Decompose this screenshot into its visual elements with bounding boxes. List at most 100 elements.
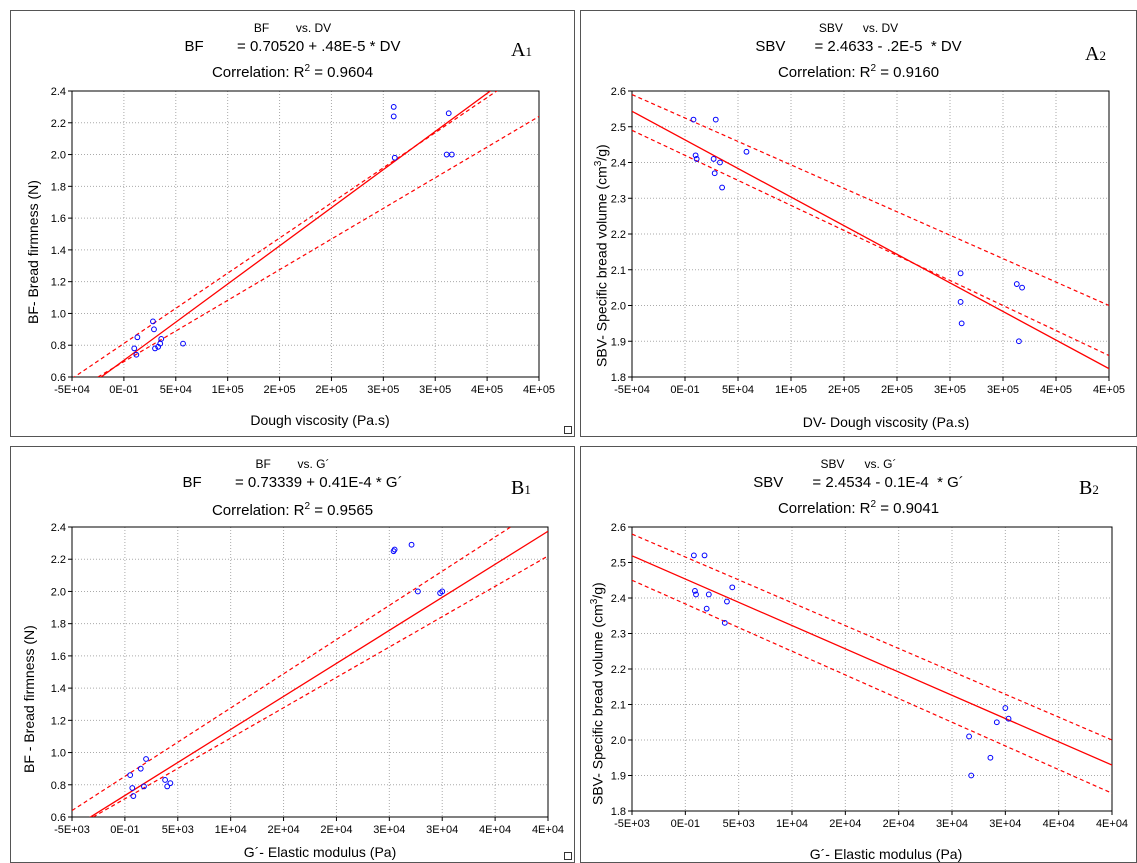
x-tick-label: 0E-01 (109, 384, 138, 396)
x-axis-label: Dough viscosity (Pa.s) (250, 412, 390, 428)
data-point (134, 334, 141, 341)
y-tick-label: 2.2 (611, 664, 626, 676)
data-point (150, 318, 156, 325)
data-point (968, 772, 975, 779)
confidence-band-lower (92, 555, 548, 817)
regression-equation: SBV = 2.4633 - .2E-5 * DV (755, 38, 962, 55)
data-point (391, 154, 398, 161)
x-tick-label: 3E+04 (936, 818, 968, 830)
y-tick-label: 2.2 (51, 554, 66, 566)
data-point (692, 152, 699, 159)
y-axis-label: BF - Bread firmness (N) (21, 625, 37, 773)
data-point (721, 619, 728, 626)
y-tick-label: 2.4 (51, 86, 66, 98)
y-tick-label: 0.6 (51, 812, 66, 824)
data-point (724, 598, 730, 605)
x-tick-label: 2E+05 (881, 384, 913, 396)
y-tick-label: 1.9 (611, 771, 626, 783)
data-point (719, 184, 726, 191)
data-point (164, 783, 171, 790)
plot-frame (71, 526, 549, 818)
scatter-plot-a1: -5E+04 0E-01 5E+04 1E+05 2E+05 2E+05 3E+05 3E+0… (51, 86, 555, 396)
y-axis-label: SBV- Specific bread volume (cm3/g) (593, 144, 610, 367)
y-tick-label: 2.0 (51, 150, 66, 162)
x-axis-label: DV- Dough viscosity (Pa.s) (802, 414, 970, 430)
data-point (701, 552, 708, 559)
data-point (137, 765, 144, 772)
data-point (130, 793, 137, 799)
y-tick-label: 2.3 (611, 629, 626, 641)
y-tick-label: 2.4 (611, 158, 626, 170)
resize-grip (564, 426, 572, 434)
y-tick-label: 1.0 (51, 308, 66, 320)
data-point (1005, 715, 1012, 722)
y-tick-label: 2.1 (611, 265, 626, 277)
regression-group (73, 91, 539, 377)
scatter-plot-b2: -5E+03 0E-01 5E+03 1E+04 2E+04 2E+04 3E+04 3E+0… (611, 522, 1128, 830)
y-tick-label: 0.6 (51, 372, 66, 384)
x-tick-label: 1E+05 (775, 384, 807, 396)
y-tick-label: 1.9 (611, 336, 626, 348)
x-tick-label: 4E+04 (1096, 818, 1128, 830)
data-point (445, 110, 452, 117)
data-point (690, 116, 697, 123)
y-tick-label: 1.4 (51, 683, 66, 695)
data-point (743, 148, 750, 155)
confidence-band-upper (72, 527, 512, 812)
data-point (717, 159, 723, 166)
x-tick-label: 4E+05 (523, 384, 555, 396)
confidence-band-lower (632, 579, 1112, 794)
y-tick-label: 2.5 (611, 122, 626, 134)
data-point (690, 552, 697, 559)
y-tick-label: 2.4 (611, 593, 626, 605)
data-point (958, 320, 965, 327)
regression-equation: BF = 0.73339 + 0.41E-4 * G´ (182, 474, 403, 491)
x-tick-label: 2E+04 (320, 824, 352, 836)
data-point (1013, 281, 1020, 287)
y-axis-label: SBV- Specific bread volume (cm3/g) (589, 582, 606, 805)
y-tick-label: 2.0 (611, 301, 626, 313)
data-point (129, 785, 136, 791)
chart-panel-a2: -5E+04 0E-01 5E+04 1E+05 2E+05 2E+05 3E+05 3E+0… (580, 10, 1137, 437)
data-point (693, 591, 699, 598)
y-tick-label: 1.6 (51, 651, 66, 663)
y-tick-label: 2.5 (611, 558, 626, 570)
data-point (167, 780, 174, 787)
x-tick-label: -5E+04 (54, 384, 90, 396)
regression-line (100, 91, 492, 377)
scatter-plot-b1: -5E+03 0E-01 5E+03 1E+04 2E+04 2E+04 3E+04 3E+0… (51, 522, 564, 836)
y-tick-label: 2.2 (611, 229, 626, 241)
confidence-band-upper (73, 91, 498, 377)
x-tick-label: 4E+04 (479, 824, 511, 836)
regression-equation: BF = 0.70520 + .48E-5 * DV (184, 38, 401, 55)
chart-title: SBV vs. G´ (820, 457, 897, 471)
x-tick-label: 2E+05 (263, 384, 295, 396)
y-tick-label: 1.8 (611, 806, 626, 818)
x-tick-label: 3E+05 (934, 384, 966, 396)
data-point (414, 588, 421, 595)
x-axis-label: G´- Elastic modulus (Pa) (809, 846, 963, 862)
regression-line (632, 555, 1112, 766)
data-point (987, 754, 994, 761)
scatter-plot-a2: -5E+04 0E-01 5E+04 1E+05 2E+05 2E+05 3E+05 3E+0… (611, 86, 1125, 396)
x-tick-label: 5E+03 (162, 824, 194, 836)
x-tick-label: -5E+03 (614, 818, 650, 830)
regression-line (89, 530, 548, 817)
x-tick-label: 4E+05 (1093, 384, 1125, 396)
data-point (151, 326, 157, 333)
x-tick-label: -5E+03 (54, 824, 90, 836)
data-point (391, 546, 398, 553)
y-tick-label: 0.8 (51, 780, 66, 792)
y-tick-label: 1.8 (51, 619, 66, 631)
x-tick-label: 5E+04 (160, 384, 192, 396)
data-point (966, 733, 972, 740)
data-point (705, 591, 712, 598)
y-tick-label: 1.8 (51, 181, 66, 193)
data-point (131, 345, 138, 352)
x-tick-label: 3E+04 (426, 824, 458, 836)
y-tick-label: 2.6 (611, 86, 626, 98)
correlation-label: Correlation: R2 = 0.9565 (211, 501, 374, 519)
data-point (390, 103, 397, 110)
data-point (1016, 338, 1022, 345)
chart-panel-a1: -5E+04 0E-01 5E+04 1E+05 2E+05 2E+05 3E+05 3E+0… (10, 10, 575, 437)
